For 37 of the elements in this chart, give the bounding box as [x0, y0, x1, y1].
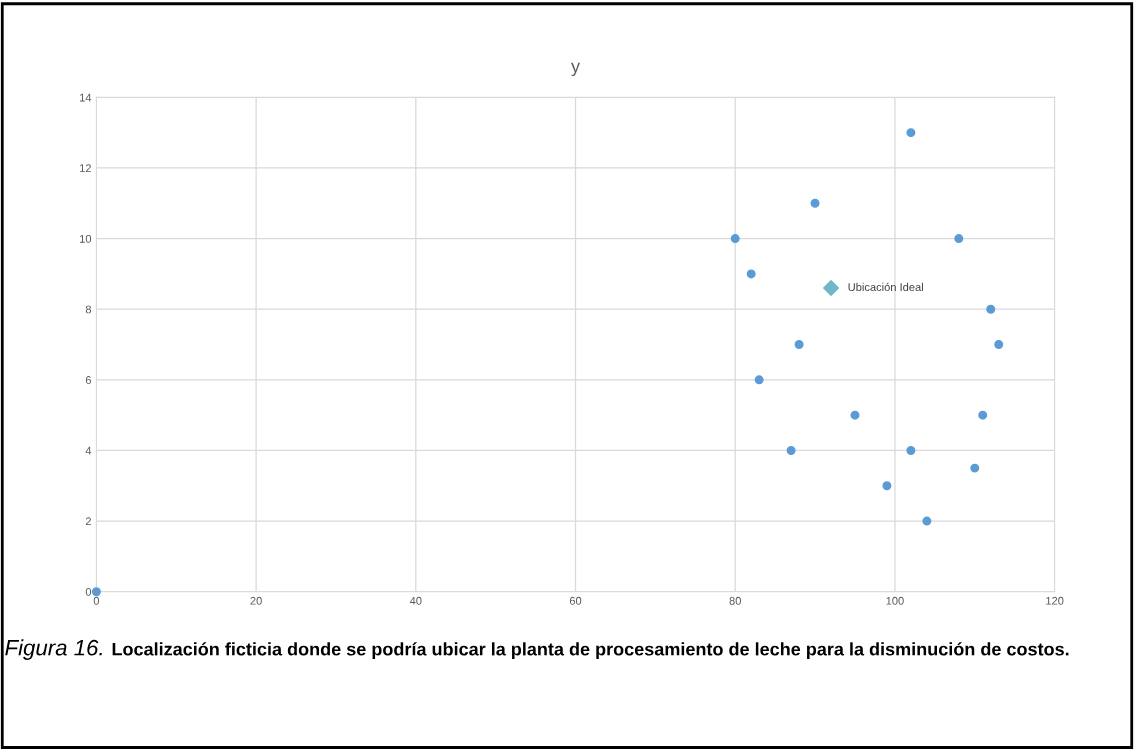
x-tick-label: 0	[93, 596, 100, 605]
y-tick-label: 8	[85, 305, 92, 314]
point	[970, 463, 980, 473]
x-tick-label: 80	[729, 596, 741, 605]
y-tick-label: 14	[80, 93, 92, 102]
point	[823, 280, 840, 297]
point	[882, 481, 892, 491]
point	[754, 375, 764, 385]
x-tick-label: 100	[886, 596, 904, 605]
point	[730, 234, 740, 244]
x-tick-label: 40	[409, 596, 422, 605]
point	[986, 304, 996, 314]
x-tick-label: 120	[1046, 596, 1064, 605]
point	[906, 128, 916, 138]
point	[954, 234, 964, 244]
point	[746, 269, 756, 279]
chart-title: y	[571, 62, 580, 77]
annotation: Ubicación Ideal	[848, 282, 923, 292]
y-tick-label: 2	[85, 517, 91, 526]
y-tick-label: 0	[85, 587, 92, 596]
text: Localización ficticia donde se podría ubicar la planta de procesamiento de leche para la disminución de costos.	[112, 642, 1069, 660]
point	[850, 410, 860, 420]
point	[994, 340, 1004, 350]
point	[922, 516, 932, 526]
text: Figura 16.	[5, 639, 102, 660]
y-tick-label: 10	[80, 234, 92, 243]
y-tick-label: 4	[85, 446, 92, 455]
point	[906, 445, 916, 455]
point	[786, 445, 796, 455]
point	[978, 410, 988, 420]
x-tick-label: 60	[569, 596, 582, 605]
x-tick-label: 20	[250, 596, 262, 605]
point	[91, 587, 101, 597]
y-tick-label: 12	[80, 164, 91, 173]
point	[794, 340, 804, 350]
point	[810, 198, 820, 208]
y-tick-label: 6	[85, 376, 92, 384]
